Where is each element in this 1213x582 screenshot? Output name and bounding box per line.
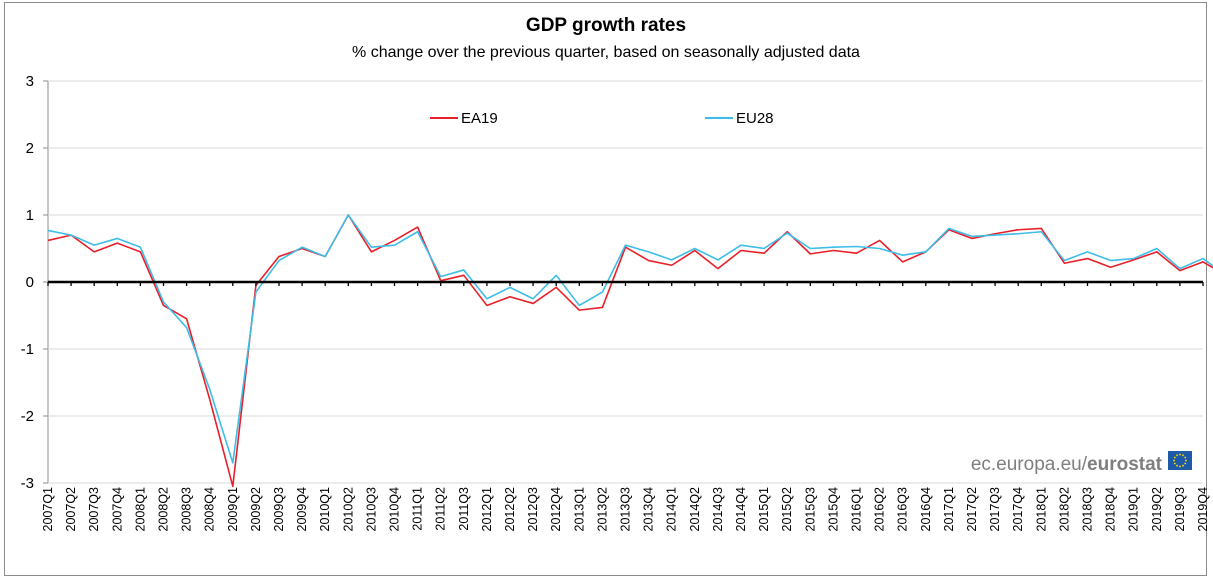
x-tick-label: 2012Q1 — [480, 487, 494, 532]
series-lines — [47, 214, 1213, 488]
y-tick-label: 3 — [26, 73, 34, 90]
x-tick-label: 2015Q4 — [826, 487, 840, 532]
x-tick-label: 2018Q3 — [1081, 487, 1095, 532]
grid-lines — [43, 80, 1203, 484]
x-tick-label: 2013Q4 — [642, 487, 656, 532]
source-watermark: ec.europa.eu/eurostat — [971, 451, 1192, 475]
x-tick-label: 2016Q4 — [919, 487, 933, 532]
x-tick-label: 2017Q2 — [965, 487, 979, 532]
x-tick-label: 2013Q2 — [595, 487, 609, 532]
y-tick-label: -1 — [21, 341, 34, 358]
chart-title: GDP growth rates — [526, 15, 686, 36]
x-tick-label: 2016Q1 — [850, 487, 864, 532]
eu-stars-icon — [1173, 453, 1187, 468]
x-tick-label: 2007Q3 — [87, 487, 101, 532]
x-tick-label: 2012Q2 — [503, 487, 517, 532]
eu-star — [1185, 459, 1187, 462]
eu-star — [1173, 459, 1175, 462]
x-tick-label: 2013Q1 — [572, 487, 586, 532]
x-tick-label: 2012Q3 — [526, 487, 540, 532]
y-tick-label: 1 — [26, 207, 34, 224]
x-tick-label: 2014Q3 — [711, 487, 725, 532]
eu-star — [1176, 454, 1178, 457]
legend: EA19 EU28 — [430, 110, 774, 127]
eu-star — [1184, 462, 1187, 465]
x-tick-label: 2010Q2 — [341, 487, 355, 532]
series-line-eu28 — [47, 214, 1213, 464]
y-tick-label: 0 — [26, 274, 34, 291]
x-tick-label: 2009Q1 — [226, 487, 240, 532]
x-tick-label: 2011Q1 — [411, 487, 425, 531]
x-tick-label: 2008Q3 — [180, 487, 194, 532]
x-tick-label: 2007Q1 — [41, 487, 55, 532]
x-tick-label: 2017Q4 — [1011, 487, 1025, 532]
x-tick-label: 2017Q1 — [942, 487, 956, 532]
eu-star — [1176, 464, 1178, 467]
eu-star — [1184, 456, 1187, 459]
x-tick-label: 2008Q4 — [203, 487, 217, 532]
eu-flag-icon — [1168, 451, 1192, 470]
x-tick-label: 2010Q1 — [318, 487, 332, 532]
legend-label-ea19: EA19 — [461, 110, 498, 127]
x-tick-label: 2007Q4 — [110, 487, 124, 532]
x-tick-label: 2010Q3 — [364, 487, 378, 532]
x-tick-label: 2014Q1 — [665, 487, 679, 532]
chart-frame — [4, 2, 1207, 576]
x-tick-label: 2019Q2 — [1150, 487, 1164, 532]
x-tick-label: 2014Q2 — [688, 487, 702, 532]
source-text: ec.europa.eu/eurostat — [971, 454, 1163, 475]
eu-star — [1182, 464, 1184, 467]
source-plain: ec.europa.eu/ — [971, 454, 1088, 475]
x-tick-label: 2009Q2 — [249, 487, 263, 532]
x-tick-label: 2011Q2 — [434, 487, 448, 531]
y-tick-label: 2 — [26, 140, 34, 157]
x-tick-label: 2018Q4 — [1104, 487, 1118, 532]
x-tick-label: 2009Q3 — [272, 487, 286, 532]
legend-label-eu28: EU28 — [736, 110, 774, 127]
x-tick-label: 2018Q1 — [1034, 487, 1048, 532]
x-tick-label: 2015Q1 — [757, 487, 771, 532]
y-axis-ticks: 3 2 1 0 -1 -2 -3 — [21, 73, 34, 492]
x-tick-label: 2019Q4 — [1196, 487, 1210, 532]
x-tick-label: 2016Q2 — [873, 487, 887, 532]
x-tick-label: 2014Q4 — [734, 487, 748, 532]
x-tick-label: 2011Q3 — [457, 487, 471, 531]
x-tick-label: 2013Q3 — [619, 487, 633, 532]
x-tick-label: 2016Q3 — [896, 487, 910, 532]
source-bold: eurostat — [1087, 454, 1163, 475]
eu-star — [1179, 465, 1181, 468]
x-tick-label: 2019Q3 — [1173, 487, 1187, 532]
x-axis-ticks: 2007Q1 2007Q2 2007Q3 2007Q4 2008Q1 2008Q2 2008… — [41, 487, 1210, 532]
eu-star — [1179, 453, 1181, 456]
y-tick-label: -2 — [21, 408, 34, 425]
chart-subtitle: % change over the previous quarter, base… — [352, 44, 860, 61]
x-tick-label: 2008Q2 — [157, 487, 171, 532]
eu-star — [1173, 456, 1176, 459]
x-tick-label: 2015Q3 — [803, 487, 817, 532]
x-tick-label: 2015Q2 — [780, 487, 794, 532]
x-tick-label: 2017Q3 — [988, 487, 1002, 532]
x-tick-label: 2018Q2 — [1057, 487, 1071, 532]
x-tick-label: 2009Q4 — [295, 487, 309, 532]
x-tick-label: 2008Q1 — [133, 487, 147, 532]
x-tick-label: 2007Q2 — [64, 487, 78, 532]
series-line-ea19 — [47, 214, 1213, 488]
y-tick-label: -3 — [21, 475, 34, 492]
x-tick-label: 2012Q4 — [549, 487, 563, 532]
eu-star — [1182, 454, 1184, 457]
eu-star — [1173, 462, 1176, 465]
x-tick-label: 2019Q1 — [1127, 487, 1141, 532]
x-tick-label: 2010Q4 — [388, 487, 402, 532]
